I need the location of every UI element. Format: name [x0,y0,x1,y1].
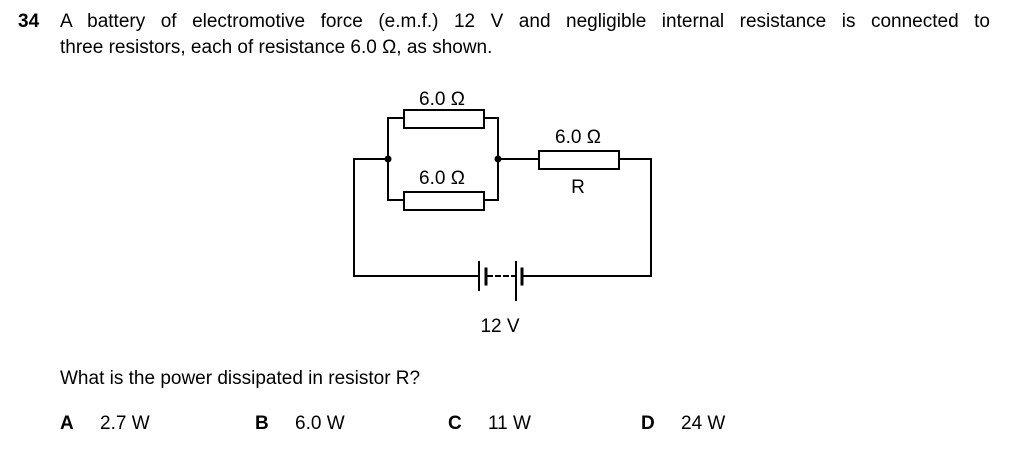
question-text-line-2: three resistors, each of resistance 6.0 … [60,37,493,58]
question-prompt: What is the power dissipated in resistor… [60,368,421,389]
question-text-line-1: A battery of electromotive force (e.m.f.… [60,11,990,32]
resistor-right-name: R [571,177,585,198]
option-letter: B [255,413,269,434]
junction-left [384,155,392,163]
resistor-top [403,109,485,129]
option-text: 6.0 W [295,413,345,434]
resistor-middle [403,191,485,211]
resistor-right-label: 6.0 Ω [555,127,601,148]
question-number: 34 [18,11,40,32]
battery-label: 12 V [480,316,519,337]
option-text: 24 W [681,413,726,434]
resistor-r [538,150,620,170]
junction-right [494,155,502,163]
option-text: 2.7 W [100,413,150,434]
question-text: A battery of electromotive force (e.m.f.… [60,9,990,61]
option-a[interactable]: A 2.7 W [60,411,150,437]
option-c[interactable]: C 11 W [448,411,531,437]
option-letter: D [641,413,655,434]
option-b[interactable]: B 6.0 W [255,411,345,437]
option-d[interactable]: D 24 W [641,411,725,437]
option-text: 11 W [488,413,531,434]
resistor-middle-label: 6.0 Ω [419,168,465,189]
option-letter: C [448,413,462,434]
resistor-top-label: 6.0 Ω [419,89,465,110]
option-letter: A [60,413,74,434]
